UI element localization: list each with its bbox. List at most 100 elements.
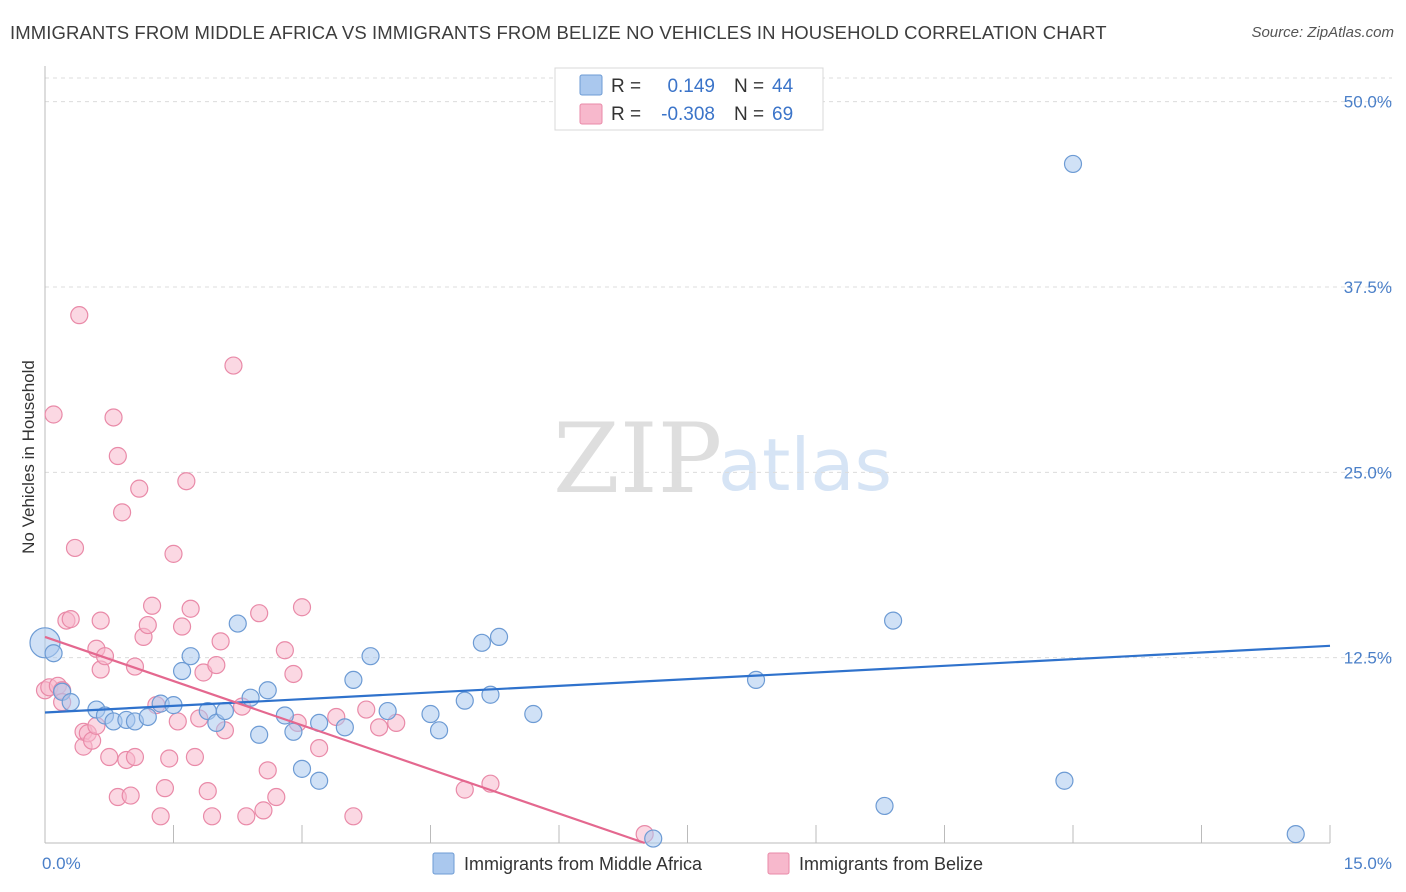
x-tick-labels: 0.0% 15.0%	[42, 854, 1392, 873]
middle-africa-point-25	[310, 771, 329, 790]
belize-point-25	[121, 786, 140, 805]
source-label: Source: ZipAtlas.com	[1251, 24, 1394, 41]
middle-africa-point-29	[378, 701, 397, 721]
belize-point-20	[104, 408, 123, 427]
belize-trend-line	[44, 635, 646, 845]
belize-point-35	[160, 749, 179, 768]
belize-point-47	[211, 632, 230, 651]
belize-point-7	[61, 610, 80, 629]
middle-africa-point-27	[344, 670, 363, 690]
belize-point-2	[44, 405, 63, 424]
belize-point-49	[224, 356, 243, 375]
belize-point-34	[155, 779, 175, 798]
middle-africa-point-40	[883, 611, 903, 630]
belize-point-31	[142, 596, 162, 615]
belize-point-52	[250, 604, 269, 623]
belize-point-51	[237, 807, 256, 826]
axes	[44, 66, 1331, 844]
belize-point-40	[181, 599, 200, 618]
middle-africa-point-43	[1286, 825, 1305, 844]
belize-point-59	[292, 598, 312, 617]
legend-n-label-blue: N =	[734, 76, 764, 97]
watermark-zip: ZIP	[553, 403, 722, 515]
middle-africa-point-3	[61, 693, 80, 712]
y-tick-label-1: 25.0%	[1344, 463, 1392, 482]
middle-africa-point-16	[215, 701, 234, 721]
legend-r-label-blue: R =	[611, 76, 641, 97]
middle-africa-point-20	[258, 681, 277, 700]
belize-point-8	[65, 538, 85, 558]
middle-africa-point-33	[472, 633, 491, 652]
middle-africa-point-23	[292, 759, 312, 778]
middle-africa-point-38	[746, 670, 766, 690]
legend-n-value-pink: 69	[772, 104, 793, 125]
belize-points	[35, 306, 654, 844]
belize-point-19	[100, 747, 119, 767]
series-legend-swatch-blue	[432, 852, 455, 875]
legend-swatch-pink	[579, 103, 603, 125]
series-legend-label-blue: Immigrants from Middle Africa	[464, 854, 703, 874]
middle-africa-trend-line	[44, 644, 1331, 714]
belize-point-60	[310, 739, 329, 758]
belize-point-38	[172, 617, 192, 636]
middle-africa-point-17	[228, 614, 247, 633]
middle-africa-point-18	[241, 688, 260, 707]
belize-point-27	[125, 657, 145, 676]
middle-africa-point-26	[335, 718, 354, 737]
middle-africa-point-31	[429, 721, 449, 740]
middle-africa-point-19	[250, 725, 269, 744]
middle-africa-point-12	[172, 661, 192, 681]
correlation-legend: R = 0.149 N = 44 R = -0.308 N = 69	[554, 67, 824, 131]
belize-point-18	[95, 647, 115, 666]
chart-title: IMMIGRANTS FROM MIDDLE AFRICA VS IMMIGRA…	[10, 22, 1107, 43]
belize-point-37	[168, 712, 187, 731]
belize-point-26	[125, 747, 145, 767]
belize-point-23	[112, 503, 132, 522]
middle-africa-point-1	[44, 644, 63, 663]
series-legend: Immigrants from Middle Africa Immigrants…	[432, 852, 983, 875]
y-tick-label-0: 12.5%	[1344, 649, 1392, 668]
belize-point-56	[275, 641, 294, 660]
belize-point-41	[185, 747, 205, 767]
belize-point-28	[130, 479, 149, 498]
y-axis-label: No Vehicles in Household	[19, 360, 38, 554]
legend-r-label-pink: R =	[611, 104, 641, 125]
middle-africa-points	[29, 154, 1305, 848]
legend-n-value-blue: 44	[772, 76, 794, 97]
series-legend-label-pink: Immigrants from Belize	[799, 854, 983, 874]
middle-africa-point-41	[1055, 771, 1074, 790]
belize-point-36	[164, 544, 183, 563]
belize-point-63	[357, 700, 376, 719]
middle-africa-point-32	[455, 691, 474, 710]
belize-point-30	[138, 615, 157, 635]
y-tick-labels: 12.5% 25.0% 37.5% 50.0%	[1344, 93, 1392, 668]
y-tick-label-2: 37.5%	[1344, 278, 1392, 297]
belize-point-33	[151, 807, 170, 826]
belize-point-62	[344, 807, 363, 826]
belize-point-64	[370, 718, 389, 737]
belize-point-54	[258, 761, 277, 780]
x-tick-label-min: 0.0%	[42, 854, 81, 873]
x-tick-label-max: 15.0%	[1344, 854, 1392, 873]
middle-africa-point-39	[875, 796, 894, 816]
legend-swatch-blue	[579, 74, 603, 96]
series-legend-swatch-pink	[767, 852, 790, 875]
middle-africa-point-42	[1063, 154, 1083, 174]
belize-point-55	[267, 787, 286, 807]
middle-africa-point-9	[138, 707, 157, 727]
middle-africa-point-36	[524, 704, 543, 724]
middle-africa-point-28	[361, 647, 380, 666]
belize-point-45	[202, 807, 222, 826]
belize-point-44	[198, 782, 217, 801]
belize-point-9	[70, 306, 89, 325]
middle-africa-point-30	[421, 704, 440, 724]
legend-n-label-pink: N =	[734, 104, 764, 125]
y-tick-label-3: 50.0%	[1344, 93, 1392, 112]
gridlines	[45, 77, 1392, 659]
belize-point-21	[108, 446, 127, 466]
legend-r-value-pink: -0.308	[661, 104, 715, 125]
belize-point-53	[254, 801, 273, 820]
belize-point-17	[91, 611, 110, 630]
middle-africa-point-13	[181, 647, 200, 666]
